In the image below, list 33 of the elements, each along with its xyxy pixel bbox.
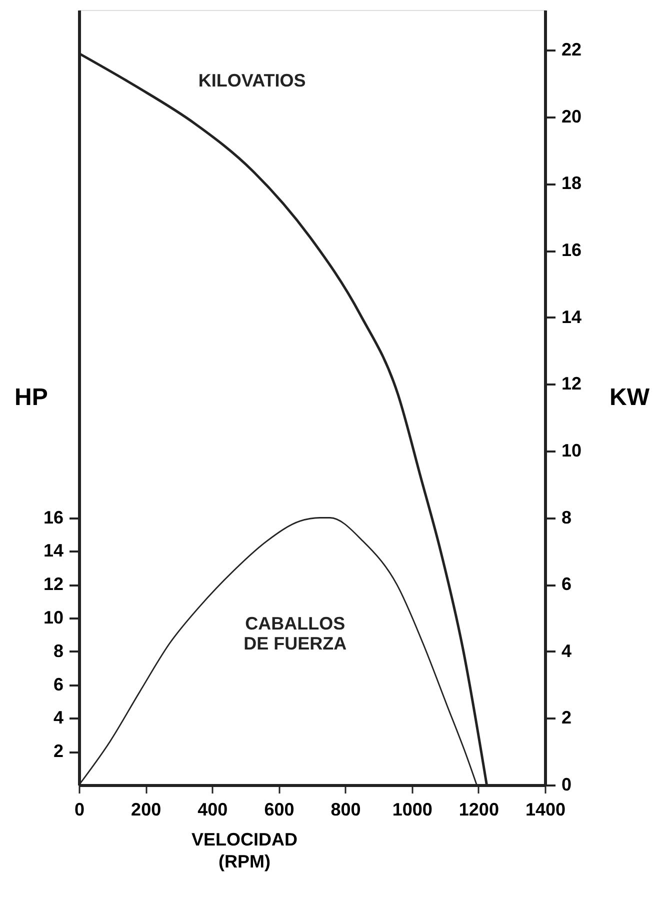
y-tick-label: 10 bbox=[43, 607, 64, 628]
y2-tick-label: 22 bbox=[562, 40, 582, 60]
y2-tick-label: 16 bbox=[562, 240, 582, 260]
x-tick-label: 0 bbox=[74, 800, 85, 820]
x-tick-label: 1200 bbox=[458, 800, 499, 820]
y-tick-label: 16 bbox=[43, 507, 64, 528]
y-tick-label: 6 bbox=[53, 674, 64, 694]
y2-tick-label: 18 bbox=[562, 173, 582, 194]
x-tick-label: 1000 bbox=[392, 800, 432, 820]
y2-tick-label: 0 bbox=[562, 774, 572, 794]
y2-axis-title: KW bbox=[610, 384, 650, 411]
y-tick-label: 2 bbox=[53, 741, 64, 762]
series-label: KILOVATIOS bbox=[198, 70, 306, 90]
y2-tick-label: 2 bbox=[562, 708, 572, 728]
y2-tick-label: 20 bbox=[562, 106, 582, 126]
y2-tick-label: 10 bbox=[562, 440, 582, 460]
x-tick-label: 400 bbox=[198, 800, 228, 820]
y2-tick-label: 6 bbox=[562, 574, 572, 594]
x-tick-label: 800 bbox=[330, 800, 361, 820]
x-tick-label: 1400 bbox=[525, 800, 566, 820]
y2-tick-label: 4 bbox=[562, 640, 572, 661]
text: CABALLOS DE FUERZA bbox=[244, 614, 347, 654]
y2-tick-label: 8 bbox=[562, 507, 572, 528]
y-axis-title: HP bbox=[14, 384, 48, 411]
y2-tick-label: 12 bbox=[562, 374, 582, 394]
y2-tick-label: 14 bbox=[562, 306, 582, 327]
x-axis-title: VELOCIDAD (RPM) bbox=[191, 830, 298, 872]
y-tick-label: 12 bbox=[43, 574, 64, 594]
x-tick-label: 200 bbox=[131, 800, 162, 820]
y-tick-label: 8 bbox=[53, 640, 64, 661]
y-tick-label: 4 bbox=[53, 708, 64, 728]
x-tick-label: 600 bbox=[264, 800, 294, 820]
y-tick-label: 14 bbox=[43, 540, 64, 561]
